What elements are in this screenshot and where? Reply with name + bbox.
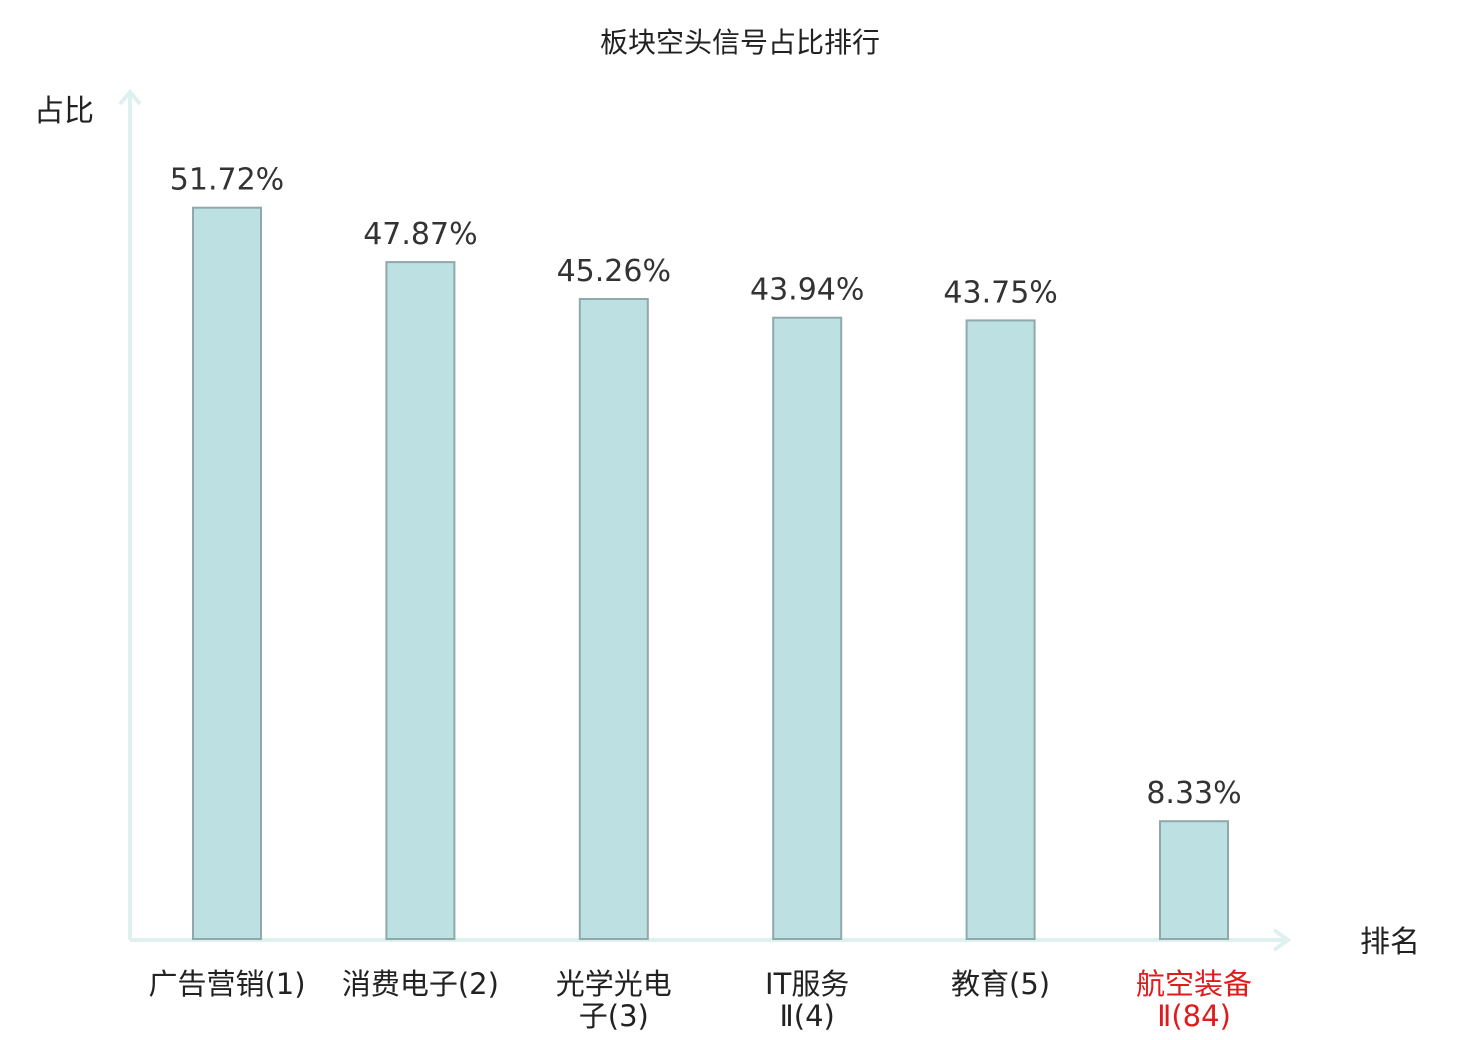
category-label-6: 航空装备 Ⅱ(84): [1136, 967, 1252, 1033]
bar-3: [578, 298, 649, 940]
x-axis-title: 排名: [1360, 925, 1420, 960]
category-labels-group: 广告营销(1) 消费电子(2) 光学光电子(3)IT服务 Ⅱ(4)教育(5) 航空装备 Ⅱ…: [148, 967, 1252, 1033]
category-label-line: Ⅱ(84): [1157, 999, 1231, 1033]
category-label-4: IT服务 Ⅱ(4): [765, 967, 849, 1033]
y-axis-title: 占比: [34, 94, 94, 129]
category-label-3: 光学光电子(3): [556, 967, 672, 1033]
category-label-line: Ⅱ(4): [780, 999, 835, 1033]
chart-title: 板块空头信号占比排行: [600, 26, 880, 59]
category-label-line: 航空装备: [1136, 967, 1252, 1001]
value-label-6: 8.33%: [1146, 776, 1241, 811]
bars-group: [192, 206, 1229, 941]
category-label-2: 消费电子(2): [342, 967, 499, 1001]
category-label-line: 广告营销(1): [148, 967, 305, 1001]
category-label-1: 广告营销(1): [148, 967, 305, 1001]
category-label-line: 教育(5): [951, 967, 1050, 1001]
value-label-3: 45.26%: [557, 254, 671, 289]
bar-4: [772, 316, 843, 940]
x-axis-arrow: [1272, 928, 1292, 952]
category-label-line: 光学光电: [556, 967, 672, 1001]
bar-5: [965, 319, 1036, 940]
y-axis-arrow: [118, 88, 142, 106]
bar-2: [385, 261, 456, 941]
axes: [118, 88, 1292, 952]
category-label-line: 子(3): [579, 999, 649, 1033]
value-labels-group: 51.72% 47.87% 45.26% 43.94% 43.75% 8.33%: [170, 163, 1242, 812]
value-label-2: 47.87%: [363, 217, 477, 252]
bar-1: [192, 206, 262, 940]
value-label-4: 43.94%: [750, 273, 864, 308]
value-label-1: 51.72%: [170, 163, 284, 198]
category-label-line: IT服务: [765, 967, 849, 1001]
value-label-5: 43.75%: [943, 275, 1057, 310]
category-label-line: 消费电子(2): [342, 967, 499, 1001]
category-label-5: 教育(5): [951, 967, 1050, 1001]
bar-6: [1159, 820, 1229, 941]
